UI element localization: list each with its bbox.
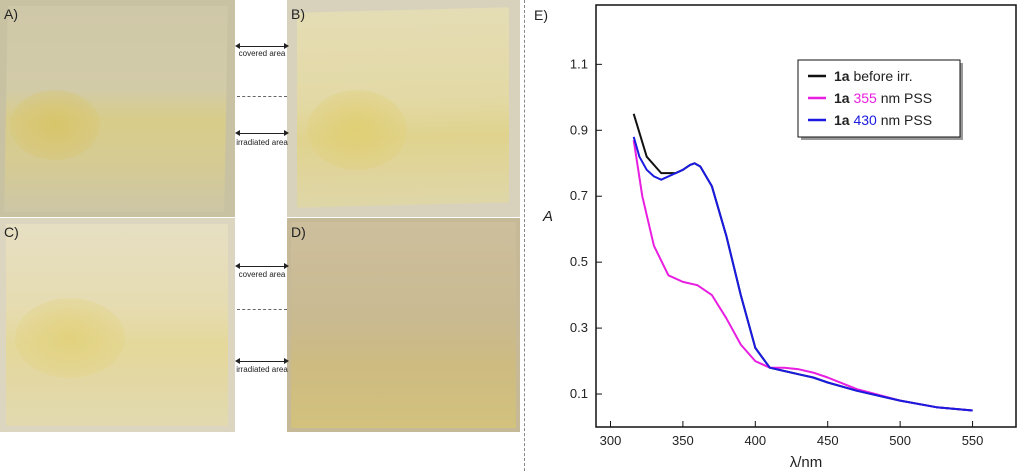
x-tick-label: 400	[744, 433, 766, 448]
x-tick-label: 450	[817, 433, 839, 448]
photo-panel-c: C)	[0, 218, 235, 432]
y-tick-label: 0.3	[570, 320, 588, 335]
y-tick-label: 0.5	[570, 254, 588, 269]
panel-a-label: A)	[4, 6, 18, 22]
y-axis-label: A	[542, 208, 553, 225]
x-tick-label: 500	[889, 433, 911, 448]
yellow-spot-b	[307, 90, 407, 170]
yellow-spot-a	[10, 90, 100, 160]
irradiated-area-label-top: irradiated area	[236, 138, 288, 147]
series-line-2	[632, 140, 973, 412]
legend-entry-1: 1a before irr.	[834, 68, 913, 84]
y-tick-label: 1.1	[570, 56, 588, 71]
x-tick-label: 350	[672, 433, 694, 448]
panel-separator	[524, 0, 525, 471]
series-line-3	[632, 136, 973, 412]
panel-e-label: E)	[534, 7, 548, 23]
series-line-1	[632, 113, 973, 412]
irradiated-arrow-top	[235, 130, 289, 136]
covered-arrow-bottom	[235, 263, 289, 269]
absorption-chart: E) 300 350 400 450 500 550 0.1 0.3 0.5 0.7 0.9 1.1 λ/…	[528, 0, 1024, 471]
covered-area-label-bottom: covered area	[238, 270, 286, 279]
x-tick-label: 550	[962, 433, 984, 448]
boundary-line-top	[237, 96, 287, 97]
photo-panel-a: A)	[0, 0, 235, 217]
plot-frame	[595, 4, 1017, 428]
x-tick-label: 300	[600, 433, 622, 448]
y-tick-label: 0.7	[570, 188, 588, 203]
chart-svg: E) 300 350 400 450 500 550 0.1 0.3 0.5 0.7 0.9 1.1 λ/…	[534, 4, 1017, 471]
legend-entry-3: 1a 430 nm PSS	[834, 112, 932, 128]
y-tick-label: 0.9	[570, 122, 588, 137]
covered-arrow-top	[235, 43, 289, 49]
x-axis-label: λ/nm	[790, 454, 823, 471]
yellow-spot-c	[15, 298, 125, 378]
irradiated-arrow-bottom	[235, 358, 289, 364]
boundary-line-bottom	[237, 309, 287, 310]
covered-area-label-top: covered area	[238, 49, 286, 58]
irradiated-area-label-bottom: irradiated area	[236, 365, 288, 374]
panel-d-label: D)	[291, 224, 306, 240]
y-tick-label: 0.1	[570, 386, 588, 401]
photo-panel-b: B)	[287, 0, 520, 217]
photo-panel-d: D)	[287, 218, 520, 432]
panel-b-label: B)	[291, 6, 305, 22]
panel-c-label: C)	[4, 224, 19, 240]
legend-entry-2: 1a 355 nm PSS	[834, 90, 932, 106]
film-sample-d	[291, 222, 516, 428]
